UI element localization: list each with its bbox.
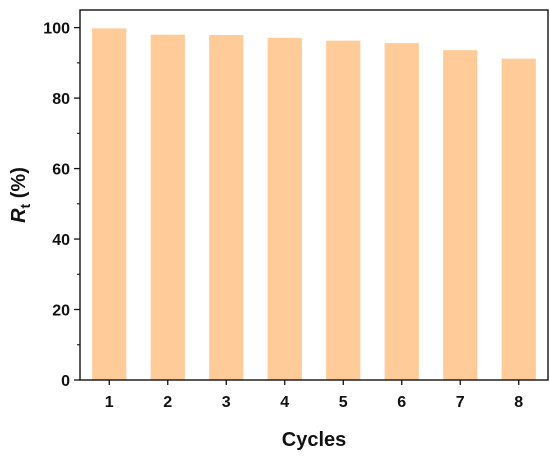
y-axis-ticks: 0 20 40 60 80 100 bbox=[43, 21, 80, 390]
bars-layer bbox=[92, 28, 536, 381]
y-axis-title-main: R bbox=[8, 208, 30, 223]
bar-cycle-4 bbox=[267, 37, 302, 380]
y-tick-label: 100 bbox=[43, 21, 70, 38]
bar-cycle-2 bbox=[150, 34, 185, 381]
y-tick-label: 40 bbox=[52, 232, 70, 249]
x-tick-label: 5 bbox=[339, 394, 348, 411]
bar-cycle-7 bbox=[443, 50, 478, 381]
y-tick-label: 80 bbox=[52, 91, 70, 108]
y-tick-label: 60 bbox=[52, 162, 70, 179]
y-tick-label: 0 bbox=[61, 373, 70, 390]
x-axis-title: Cycles bbox=[282, 429, 347, 451]
x-axis-ticks: 1 2 3 4 5 6 7 8 bbox=[105, 380, 523, 411]
plot-frame bbox=[79, 9, 549, 381]
bar-cycle-3 bbox=[209, 35, 244, 381]
y-axis-title-unit: (%) bbox=[8, 167, 30, 204]
bar-cycle-1 bbox=[92, 28, 127, 380]
x-tick-label: 4 bbox=[280, 394, 289, 411]
y-axis-title-subscript: t bbox=[17, 203, 33, 208]
y-tick-label: 20 bbox=[52, 303, 70, 320]
bar-cycle-6 bbox=[384, 43, 419, 380]
x-tick-label: 1 bbox=[105, 394, 114, 411]
axes-layer bbox=[79, 9, 549, 381]
y-axis-title: Rt (%) bbox=[8, 167, 33, 223]
bar-cycle-8 bbox=[501, 58, 536, 380]
x-tick-label: 3 bbox=[222, 394, 231, 411]
x-tick-label: 7 bbox=[456, 394, 465, 411]
bar-cycle-5 bbox=[326, 40, 361, 381]
x-tick-label: 8 bbox=[514, 394, 523, 411]
x-tick-label: 2 bbox=[163, 394, 172, 411]
x-tick-label: 6 bbox=[397, 394, 406, 411]
